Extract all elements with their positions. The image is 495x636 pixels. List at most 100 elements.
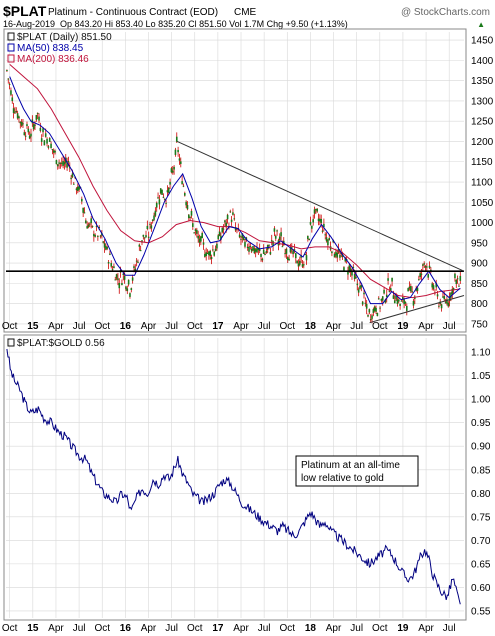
x-tick-label: Oct: [279, 321, 295, 332]
candle-body: [289, 247, 292, 253]
candle-body: [62, 160, 64, 166]
candle-body: [317, 218, 320, 222]
price-y-axis: 750 800 850 900 950 1000 1050 1100 1150 1200 1250 1…: [471, 36, 494, 331]
candle-body: [24, 135, 27, 137]
candle-body: [212, 249, 214, 251]
candle-body: [188, 214, 190, 219]
candle-body: [308, 238, 310, 241]
price-tick-label: 1300: [471, 96, 494, 107]
candle-body: [52, 150, 55, 153]
candle-body: [435, 282, 438, 288]
candle-body: [118, 282, 121, 289]
candle-body: [190, 210, 193, 216]
candle-body: [285, 248, 288, 254]
candle-body: [361, 301, 364, 305]
x-tick-label: Apr: [233, 321, 249, 332]
candle-body: [250, 248, 253, 252]
candle-body: [99, 235, 102, 237]
candle-body: [335, 251, 337, 256]
candle-body: [353, 274, 356, 280]
candle-body: [324, 234, 327, 236]
candle-body: [281, 246, 284, 248]
candle-body: [428, 265, 431, 268]
candle-body: [16, 113, 19, 119]
price-tick-label: 850: [471, 279, 488, 290]
candle-body: [185, 201, 187, 206]
candle-body: [103, 243, 106, 248]
candle-body: [93, 233, 95, 237]
candle-body: [327, 240, 329, 246]
legend-entry: $PLAT:$GOLD 0.56: [17, 338, 105, 349]
candle-body: [38, 116, 40, 121]
x-tick-label: Apr: [326, 623, 342, 634]
candle-body: [384, 299, 387, 303]
candle-body: [383, 289, 385, 294]
x-tick-label: 18: [305, 623, 317, 634]
candle-body: [106, 247, 109, 249]
candle-body: [145, 235, 147, 238]
candle-body: [347, 271, 349, 275]
candle-body: [419, 273, 421, 278]
price-x-axis: Oct 15 Apr Jul Oct 16 Apr Jul Oct 17 Apr Jul Oct 18 Ap…: [2, 321, 456, 332]
legend-entry: $PLAT (Daily) 851.50: [17, 32, 112, 43]
candle-body: [214, 248, 217, 252]
candle-body: [443, 296, 446, 300]
x-tick-label: Jul: [73, 623, 86, 634]
x-tick-label: Jul: [350, 623, 363, 634]
x-tick-label: 17: [212, 623, 224, 634]
candle-body: [304, 254, 306, 256]
candle-body: [105, 245, 107, 250]
price-tick-label: 1350: [471, 76, 494, 87]
candle-body: [424, 266, 427, 268]
candle-body: [205, 252, 207, 256]
candle-body: [225, 222, 228, 228]
candle-body: [86, 226, 88, 229]
candle-body: [51, 149, 54, 151]
x-tick-label: Oct: [2, 321, 18, 332]
candle-body: [452, 288, 455, 291]
candle-body: [166, 190, 169, 193]
candle-body: [173, 166, 175, 170]
candle-body: [440, 304, 443, 309]
candle-body: [400, 300, 403, 302]
candle-body: [328, 237, 331, 241]
candle-body: [143, 237, 146, 239]
candle-body: [286, 257, 289, 261]
candle-body: [359, 285, 361, 290]
candle-body: [450, 292, 452, 298]
candle-body: [196, 229, 198, 234]
candle-body: [36, 112, 39, 114]
annotation-line-2: low relative to gold: [301, 473, 384, 484]
candle-body: [192, 223, 194, 227]
candle-body: [72, 183, 75, 185]
candle-body: [459, 275, 462, 281]
candle-body: [12, 108, 15, 113]
candle-body: [58, 162, 60, 164]
candle-body: [316, 208, 318, 212]
candle-body: [114, 279, 117, 281]
candle-body: [391, 277, 393, 282]
candle-body: [401, 297, 404, 300]
candle-body: [307, 235, 309, 240]
candle-body: [319, 218, 321, 222]
candle-body: [249, 246, 252, 248]
candle-body: [299, 260, 301, 265]
x-tick-label: Oct: [187, 623, 203, 634]
x-tick-label: Jul: [443, 623, 456, 634]
candle-body: [71, 173, 74, 178]
price-tick-label: 1000: [471, 218, 494, 229]
legend-swatch: [7, 54, 15, 63]
candle-body: [89, 223, 91, 225]
candle-body: [55, 160, 58, 165]
candle-body: [292, 250, 294, 255]
ratio-tick-label: 0.75: [471, 512, 491, 523]
x-tick-label: 19: [397, 623, 409, 634]
candle-body: [218, 231, 221, 236]
candle-body: [320, 219, 323, 224]
candle-body: [397, 299, 400, 302]
candle-body: [288, 258, 290, 261]
candle-body: [265, 251, 268, 253]
candle-body: [35, 114, 38, 120]
candle-body: [389, 288, 392, 291]
candle-body: [360, 285, 363, 288]
